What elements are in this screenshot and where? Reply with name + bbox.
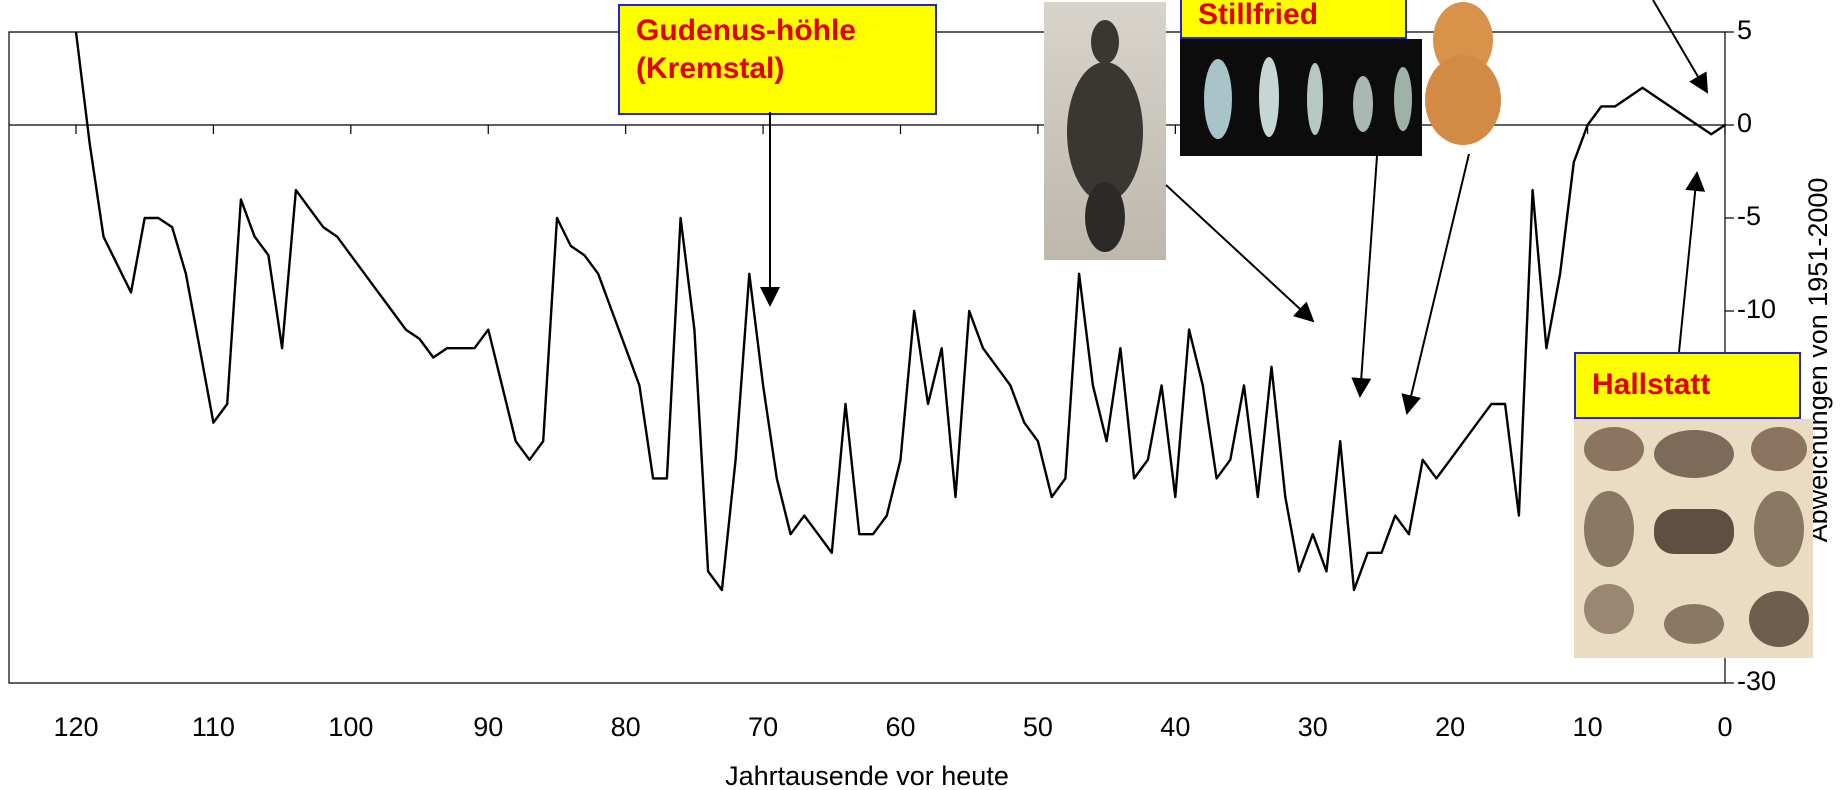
x-tick-label: 10 bbox=[1573, 712, 1603, 742]
flint-image bbox=[1180, 39, 1422, 156]
annotation-label: Gudenus-höhle (Kremstal) bbox=[618, 4, 937, 115]
x-tick-label: 60 bbox=[885, 712, 915, 742]
x-tick-label: 110 bbox=[192, 712, 235, 742]
data-line bbox=[74, 31, 1726, 592]
y-tick-label: -10 bbox=[1737, 294, 1776, 324]
y-tick-label: 0 bbox=[1737, 108, 1752, 138]
x-tick-label: 50 bbox=[1023, 712, 1053, 742]
hallstatt-shapes bbox=[1584, 427, 1809, 647]
annotation-label: Stillfried bbox=[1180, 0, 1407, 39]
x-tick-label: 100 bbox=[328, 712, 373, 742]
x-tick-label: 80 bbox=[611, 712, 641, 742]
figurine-image bbox=[1044, 2, 1166, 260]
x-tick-label: 70 bbox=[748, 712, 778, 742]
x-tick-label: 0 bbox=[1717, 712, 1732, 742]
venus-shape bbox=[1425, 2, 1501, 145]
x-tick-label: 30 bbox=[1298, 712, 1328, 742]
figurine-shape bbox=[1067, 20, 1143, 252]
x-tick-label: 40 bbox=[1160, 712, 1190, 742]
x-tick-label: 20 bbox=[1435, 712, 1465, 742]
y-tick-label: -30 bbox=[1737, 666, 1776, 696]
annotation-label: Hallstatt bbox=[1574, 352, 1801, 419]
hallstatt-image bbox=[1574, 419, 1813, 658]
x-tick-label: 90 bbox=[473, 712, 503, 742]
flint-shapes bbox=[1204, 57, 1412, 139]
y-tick-label: -5 bbox=[1737, 201, 1761, 231]
y-tick-label: 5 bbox=[1737, 15, 1752, 45]
venus-image bbox=[1421, 0, 1506, 159]
x-tick-label: 120 bbox=[53, 712, 98, 742]
x-axis-label: Jahrtausende vor heute bbox=[725, 761, 1009, 790]
